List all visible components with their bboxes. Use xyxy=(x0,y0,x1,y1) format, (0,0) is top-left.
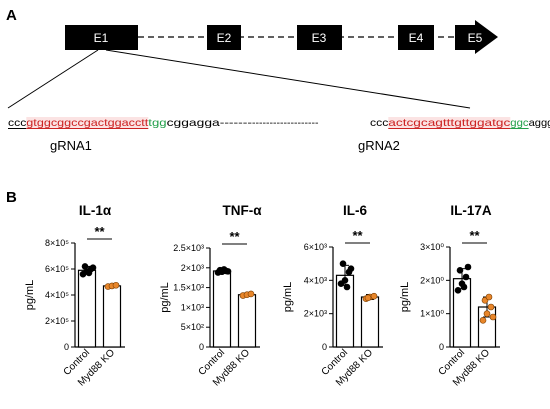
data-point xyxy=(89,264,97,272)
gene-diagram: E1 E2 E3 E4 E5 xyxy=(7,20,498,109)
chart-3: IL-17A01×10⁰2×10⁰3×10⁰pg/mLControlMyd88 … xyxy=(399,203,500,389)
bar xyxy=(102,285,122,348)
zoom-line-left xyxy=(7,49,99,109)
sequence-segment: tgg xyxy=(148,117,166,129)
sequence-right: cccactcgcagtttgttggatgcggcaggggcg xyxy=(370,117,550,129)
bar xyxy=(360,296,380,348)
zoom-line-right xyxy=(105,49,471,109)
exon-label-e2: E2 xyxy=(217,31,232,45)
panel-a-letter: A xyxy=(6,7,17,24)
bar xyxy=(237,294,257,348)
y-tick-label: 2×10⁰ xyxy=(420,275,444,285)
data-point xyxy=(343,283,351,291)
sequence-segment: ccc xyxy=(8,117,26,129)
data-point xyxy=(347,265,355,272)
data-point xyxy=(339,260,347,267)
exon-e3 xyxy=(297,25,342,50)
y-axis-label: pg/mL xyxy=(399,282,411,313)
data-point xyxy=(454,287,462,294)
y-axis-label: pg/mL xyxy=(24,280,36,311)
y-tick-label: 1.5×10³ xyxy=(173,283,204,293)
data-point xyxy=(462,273,470,281)
chart-title: TNF-α xyxy=(222,203,262,218)
exon-label-e1: E1 xyxy=(94,31,109,45)
significance-stars: ** xyxy=(94,224,105,239)
exon-label-e4: E4 xyxy=(409,31,424,45)
grna-highlight xyxy=(388,117,511,129)
data-point xyxy=(224,268,232,275)
y-axis-label: pg/mL xyxy=(159,282,171,313)
chart-title: IL-6 xyxy=(343,203,367,218)
data-point xyxy=(485,293,493,301)
bar xyxy=(212,270,232,348)
y-tick-label: 4×10³ xyxy=(304,275,327,285)
y-tick-label: 0 xyxy=(199,342,204,352)
grna1-label: gRNA1 xyxy=(50,138,92,153)
y-tick-label: 5×10² xyxy=(181,322,204,332)
data-point xyxy=(247,290,255,298)
y-tick-label: 3×10⁰ xyxy=(420,242,444,252)
exon-e2 xyxy=(207,25,241,50)
chart-title: IL-17A xyxy=(450,203,492,218)
exon-label-e3: E3 xyxy=(312,31,327,45)
data-point xyxy=(81,263,89,270)
y-tick-label: 1×10³ xyxy=(181,302,204,312)
sequence-segment: aggggcg xyxy=(529,117,550,129)
exon-e1 xyxy=(65,25,138,50)
significance-stars: ** xyxy=(469,228,480,243)
sequence-segment: actcgcagtttgttggatgc xyxy=(388,117,510,129)
chart-0: IL-1α02×10⁵4×10⁵6×10⁵8×10⁵pg/mLControlMy… xyxy=(24,203,125,389)
exon-e5-arrow xyxy=(455,20,498,54)
data-point xyxy=(479,317,487,324)
chart-title: IL-1α xyxy=(79,203,112,218)
data-point xyxy=(341,277,349,284)
data-point xyxy=(460,283,468,291)
grna2-label: gRNA2 xyxy=(358,138,400,153)
y-tick-label: 2.5×10³ xyxy=(173,243,204,253)
cytokine-charts: IL-1α02×10⁵4×10⁵6×10⁵8×10⁵pg/mLControlMy… xyxy=(24,203,500,389)
data-point xyxy=(364,294,372,302)
y-axis-label: pg/mL xyxy=(282,282,294,313)
y-tick-label: 2×10⁵ xyxy=(45,316,69,326)
data-point xyxy=(85,269,93,277)
bar xyxy=(77,269,97,348)
y-tick-label: 6×10³ xyxy=(304,242,327,252)
chart-1: TNF-α 0 5×10² 1×10³ 1.5×10³ 2×10³ 2.5×10³ pg/mL… xyxy=(159,203,262,389)
sequence-segment: ccc xyxy=(370,117,388,129)
y-tick-label: 2×10³ xyxy=(304,309,327,319)
sequence-segment: gtggcggccgactggacctt xyxy=(26,117,148,129)
data-point xyxy=(456,267,464,274)
exon-e4 xyxy=(398,25,434,50)
y-tick-label: 4×10⁵ xyxy=(45,290,69,300)
sequence-gap: ------------------- xyxy=(252,117,319,129)
y-tick-label: 6×10⁵ xyxy=(45,264,69,274)
significance-stars: ** xyxy=(229,229,240,244)
grna-highlight xyxy=(26,117,149,129)
sequence-segment: cggagga------- xyxy=(167,117,253,129)
y-tick-label: 2×10³ xyxy=(181,263,204,273)
sequence-left: ccc gtggcggccgactggacctt tgg cggagga------- xyxy=(8,117,253,129)
data-point xyxy=(112,281,120,289)
y-tick-label: 0 xyxy=(64,342,69,352)
y-tick-label: 1×10⁰ xyxy=(420,309,444,319)
significance-stars: ** xyxy=(352,228,363,243)
data-point xyxy=(489,313,497,321)
y-tick-label: 0 xyxy=(439,342,444,352)
data-point xyxy=(464,263,472,271)
y-tick-label: 0 xyxy=(322,342,327,352)
data-point xyxy=(483,310,491,317)
data-point xyxy=(487,303,495,311)
y-tick-label: 8×10⁵ xyxy=(45,238,69,248)
data-point xyxy=(370,292,378,300)
sequence-segment: ggc xyxy=(510,117,528,129)
exon-label-e5: E5 xyxy=(468,31,483,45)
panel-b-letter: B xyxy=(6,189,17,206)
